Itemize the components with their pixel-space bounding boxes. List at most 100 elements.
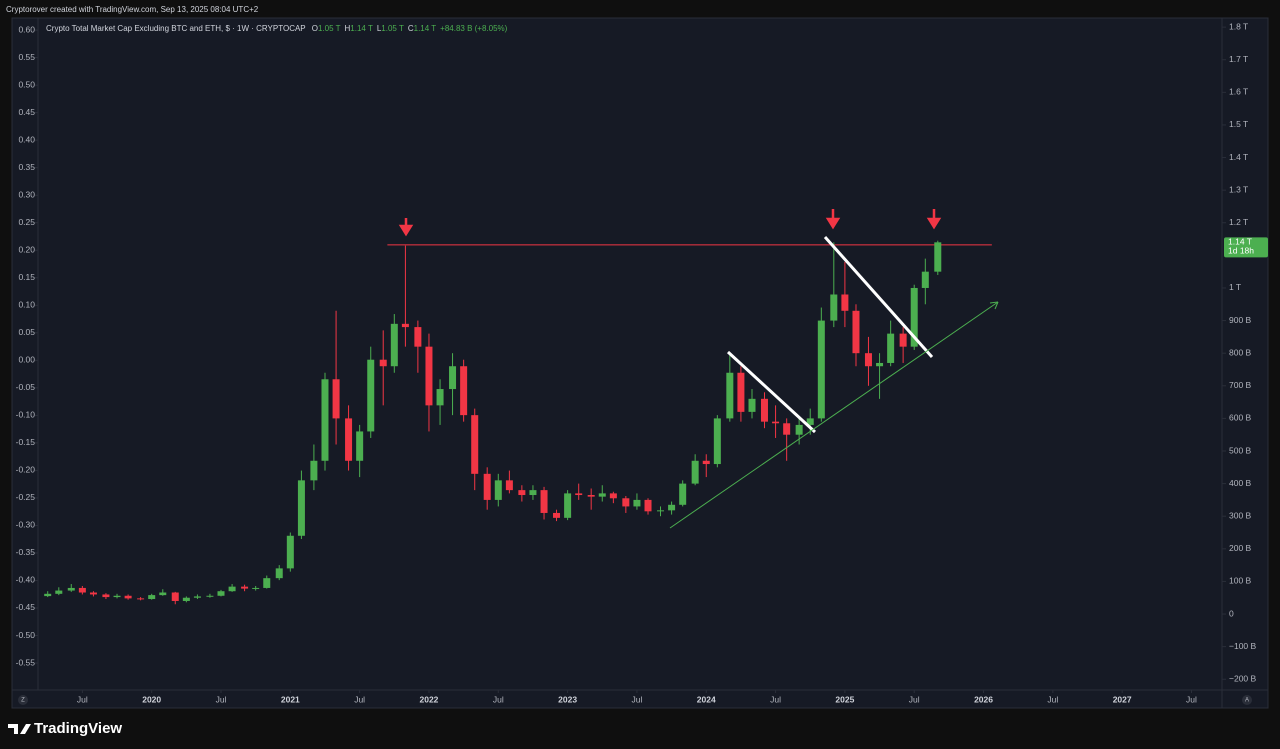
x-tick-label: 2024 [697,694,716,704]
candle-body [876,362,884,367]
x-tick-label: 2022 [420,694,439,704]
y-tick-label: 1.2 T [1229,217,1248,227]
button[interactable] [1242,695,1252,705]
candle-body [910,287,918,347]
candle-body [345,418,353,461]
down-arrow [825,209,841,230]
candle-body [113,595,121,598]
legend-key: H [345,24,351,33]
y-tick-label: 1.3 T [1229,184,1248,194]
y2-tick-label: 0.00 [18,355,35,365]
candle-body [726,372,734,419]
candle-body [159,592,167,596]
candle-body [609,493,617,499]
caption: Cryptorover created with TradingView.com… [6,5,259,14]
y-tick-label: 900 B [1229,315,1252,325]
legend-key: O [312,24,318,33]
candle-body [899,333,907,347]
legend-value: 1.14 T [414,24,437,33]
candle-body [310,460,318,481]
trendline [726,350,817,434]
candle-body [598,493,606,497]
candle-body [67,587,75,591]
symbol-legend: Crypto Total Market Cap Excluding BTC an… [46,24,508,33]
y2-tick-label: -0.35 [16,547,36,557]
x-tick-label: 2027 [1113,694,1132,704]
y-tick-label: 100 B [1229,576,1252,586]
price-label-box [1224,237,1268,258]
y2-tick-label: -0.10 [16,410,36,420]
candle-body [206,595,214,597]
candle-body [356,431,364,461]
candle-body [772,421,780,424]
candle-body [367,359,375,432]
candle-body [633,499,641,507]
candle-body [713,418,721,465]
candle-body [841,294,849,311]
candle-body [286,535,294,569]
candle-body [934,242,942,272]
y2-tick-label: 0.55 [18,52,35,62]
x-tick-label: Jul [77,694,88,704]
y2-tick-label: 0.50 [18,79,35,89]
legend-value: 1.05 T [318,24,341,33]
price-countdown: 1d 18h [1228,246,1254,256]
y-tick-label: 1.5 T [1229,119,1248,129]
candle-body [379,359,387,367]
candle-body [78,587,86,593]
y-tick-label: −200 B [1229,673,1257,683]
candle-body [171,592,179,601]
y-tick-label: 200 B [1229,543,1252,553]
legend-value: 1.14 T [350,24,373,33]
button[interactable] [18,695,28,705]
y2-tick-label: -0.40 [16,575,36,585]
legend-key: L [377,24,382,33]
x-tick-label: Jul [493,694,504,704]
y-tick-label: 1.8 T [1229,21,1248,31]
x-tick-label: 2023 [558,694,577,704]
y-tick-label: 300 B [1229,510,1252,520]
x-tick-label: 2020 [142,694,161,704]
ohlc: O1.05 T H1.14 T L1.05 T C1.14 T +84.83 B (+8… [312,24,508,33]
x-tick-label: Jul [354,694,365,704]
candle-body [806,418,814,425]
y2-tick-label: -0.45 [16,602,36,612]
x-tick-label: 2026 [974,694,993,704]
candle-body [217,591,225,596]
candle-body [748,398,756,412]
button-label[interactable]: A [1245,698,1249,704]
candle-body [830,294,838,321]
candle-body [668,504,676,511]
x-tick-label: Jul [1186,694,1197,704]
candle-body [102,594,110,598]
candle-body [55,590,63,594]
button-label[interactable]: Z [21,698,25,704]
candle-body [702,460,710,465]
candle-body [124,595,132,599]
x-tick-label: Jul [770,694,781,704]
candle-body [148,595,156,600]
x-tick-label: Jul [909,694,920,704]
candle-body [657,510,665,512]
plot: 1.8 T 1.7 T 1.6 T 1.5 T 1.4 T 1.3 T 1.2 T 1 T 90… [16,21,1268,704]
legend-change: +84.83 B (+8.05%) [440,24,507,33]
y2-tick-label: -0.15 [16,437,36,447]
y2-tick-label: 0.45 [18,107,35,117]
candle-body [321,379,329,461]
symbol-name: Crypto Total Market Cap Excluding BTC an… [46,24,306,33]
candle-body [783,423,791,435]
y-tick-label: 1 T [1229,282,1241,292]
price-label: 1.14 T [1228,237,1252,247]
x-tick-label: Jul [216,694,227,704]
legend-value: 1.05 T [381,24,404,33]
candle-body [182,597,190,601]
candle-body [390,323,398,367]
y-tick-label: 500 B [1229,445,1252,455]
candle-body [401,323,409,328]
y-tick-label: 0 [1229,608,1234,618]
candle-body [505,480,513,491]
y2-tick-label: 0.60 [18,24,35,34]
candle-body [414,327,422,347]
y2-tick-label: -0.55 [16,657,36,667]
logo: TradingView [34,720,122,737]
